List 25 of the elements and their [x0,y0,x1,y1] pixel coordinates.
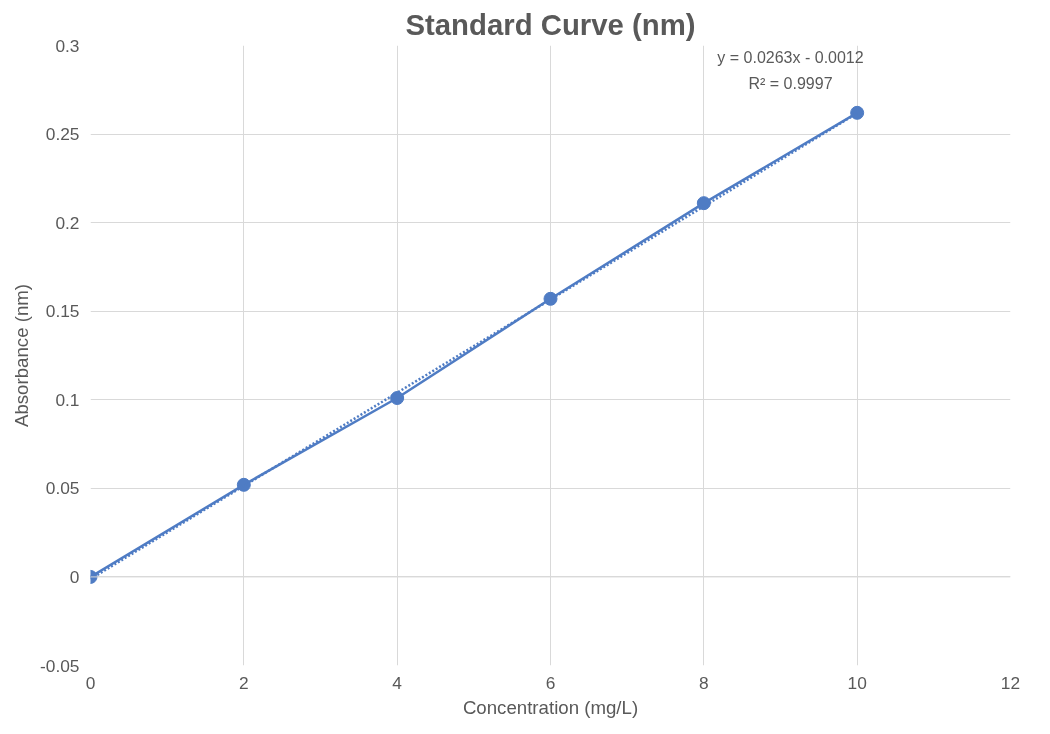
y-tick-label: 0.2 [55,212,80,233]
y-tick-label: 0.05 [45,478,80,499]
point [850,105,865,120]
x-tick-label: 4 [392,672,403,693]
point [236,477,251,492]
y-axis-title: Absorbance (nm) [11,283,32,428]
y-tick-label: 0.3 [55,35,80,56]
point [696,196,711,211]
annotation: y = 0.0263x - 0.0012 [717,48,864,66]
x-axis-title: Concentration (mg/L) [462,696,639,718]
x-tick-label: 0 [85,672,96,693]
x-tick-label: 8 [699,672,709,693]
y-tick-label: 0 [69,566,80,587]
point [543,291,558,306]
annotation: R² = 0.9997 [748,74,833,92]
y-tick-label: 0.15 [45,301,80,322]
x-tick-label: 10 [847,672,867,693]
x-tick-label: 6 [545,672,556,693]
x-tick-label: 12 [1000,672,1021,693]
y-tick-label: 0.1 [55,389,80,410]
point [390,391,405,405]
y-tick-label: 0.25 [45,124,80,145]
chart-title: Standard Curve (nm) [405,7,696,41]
x-tick-label: 2 [239,672,249,693]
y-tick-label: -0.05 [40,655,80,676]
